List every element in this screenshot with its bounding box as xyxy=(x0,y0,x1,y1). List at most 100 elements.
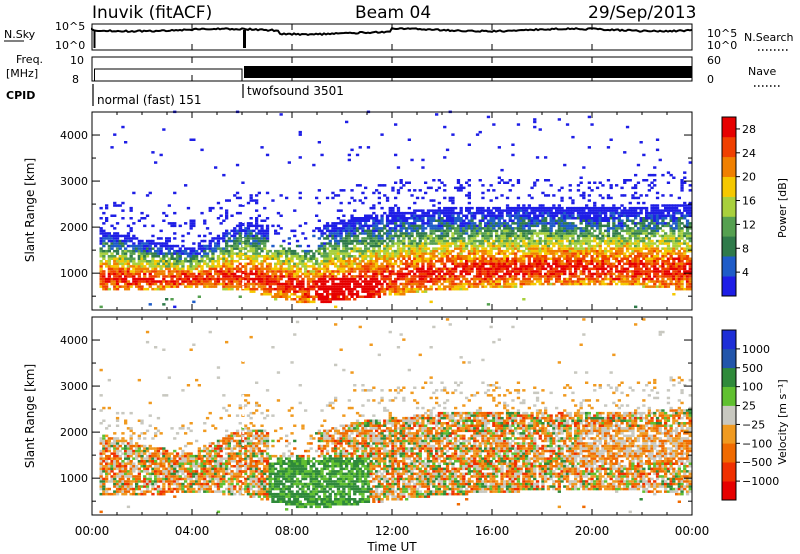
echo-cell xyxy=(601,280,604,283)
echo-cell xyxy=(217,217,220,220)
echo-cell xyxy=(255,220,258,223)
echo-cell xyxy=(160,237,163,240)
echo-cell xyxy=(252,280,255,283)
echo-cell xyxy=(214,285,217,288)
echo-cell xyxy=(440,182,443,185)
echo-cell xyxy=(266,230,269,233)
echo-cell xyxy=(173,212,176,215)
echo-cell xyxy=(498,182,501,185)
echo-cell xyxy=(440,270,443,273)
echo-cell xyxy=(569,278,572,281)
echo-cell xyxy=(495,273,498,276)
echo-cell xyxy=(446,240,449,243)
echo-cell xyxy=(569,197,572,200)
echo-cell xyxy=(105,285,108,288)
echo-cell xyxy=(102,275,105,278)
echo-cell xyxy=(438,202,441,205)
echo-cell xyxy=(356,290,359,293)
echo-cell xyxy=(517,273,520,276)
echo-cell xyxy=(288,247,291,250)
echo-cell xyxy=(110,225,113,228)
echo-cell xyxy=(530,237,533,240)
echo-cell xyxy=(299,245,302,248)
echo-cell xyxy=(100,268,103,271)
echo-cell xyxy=(192,139,195,142)
echo-cell xyxy=(394,197,397,200)
echo-cell xyxy=(230,258,233,261)
echo-cell xyxy=(353,245,356,248)
echo-cell xyxy=(375,215,378,218)
echo-cell xyxy=(490,209,493,212)
echo-cell xyxy=(421,159,424,162)
echo-cell xyxy=(397,207,400,210)
nave-ytick-high: 60 xyxy=(707,54,721,67)
echo-cell xyxy=(200,149,203,152)
echo-cell xyxy=(233,273,236,276)
echo-cell xyxy=(255,202,258,205)
echo-cell xyxy=(476,133,479,136)
echo-cell xyxy=(130,240,133,243)
echo-cell xyxy=(451,215,454,218)
echo-cell xyxy=(263,247,266,250)
echo-cell xyxy=(408,255,411,258)
echo-cell xyxy=(380,230,383,233)
echo-cell xyxy=(326,222,329,225)
echo-cell xyxy=(528,204,531,207)
echo-cell xyxy=(577,268,580,271)
echo-cell xyxy=(383,290,386,293)
echo-cell xyxy=(511,230,514,233)
echo-cell xyxy=(536,217,539,220)
echo-cell xyxy=(432,199,435,202)
echo-cell xyxy=(577,189,580,192)
echo-cell xyxy=(378,202,381,205)
echo-cell xyxy=(233,235,236,238)
noise-panel: N.Sky 10^5 10^0 10^5 10^0 N.Search xyxy=(4,20,794,52)
echo-cell xyxy=(604,247,607,250)
echo-cell xyxy=(626,225,629,228)
echo-cell xyxy=(389,247,392,250)
echo-cell xyxy=(511,144,514,147)
echo-cell xyxy=(337,296,340,299)
echo-cell xyxy=(326,280,329,283)
echo-cell xyxy=(623,207,626,210)
echo-cell xyxy=(492,220,495,223)
echo-cell xyxy=(400,260,403,263)
echo-cell xyxy=(331,197,334,200)
echo-cell xyxy=(260,225,263,228)
echo-cell xyxy=(102,270,105,273)
echo-cell xyxy=(509,237,512,240)
echo-cell xyxy=(610,268,613,271)
echo-cell xyxy=(419,240,422,243)
echo-cell xyxy=(269,293,272,296)
echo-cell xyxy=(367,227,370,230)
echo-cell xyxy=(558,204,561,207)
echo-cell xyxy=(514,255,517,258)
echo-cell xyxy=(230,263,233,266)
echo-cell xyxy=(329,240,332,243)
echo-cell xyxy=(323,278,326,281)
echo-cell xyxy=(468,194,471,197)
echo-cell xyxy=(626,273,629,276)
echo-cell xyxy=(416,263,419,266)
echo-cell xyxy=(479,131,482,134)
echo-cell xyxy=(634,184,637,187)
echo-cell xyxy=(304,263,307,266)
echo-cell xyxy=(263,207,266,210)
echo-cell xyxy=(517,182,520,185)
echo-cell xyxy=(517,212,520,215)
echo-cell xyxy=(337,194,340,197)
echo-cell xyxy=(252,230,255,233)
echo-cell xyxy=(596,187,599,190)
echo-cell xyxy=(209,273,212,276)
echo-cell xyxy=(244,270,247,273)
echo-cell xyxy=(607,232,610,235)
echo-cell xyxy=(569,268,572,271)
echo-cell xyxy=(509,217,512,220)
echo-cell xyxy=(443,189,446,192)
echo-cell xyxy=(593,240,596,243)
echo-cell xyxy=(386,242,389,245)
echo-cell xyxy=(250,217,253,220)
echo-cell xyxy=(228,199,231,202)
echo-cell xyxy=(263,285,266,288)
echo-cell xyxy=(337,255,340,258)
